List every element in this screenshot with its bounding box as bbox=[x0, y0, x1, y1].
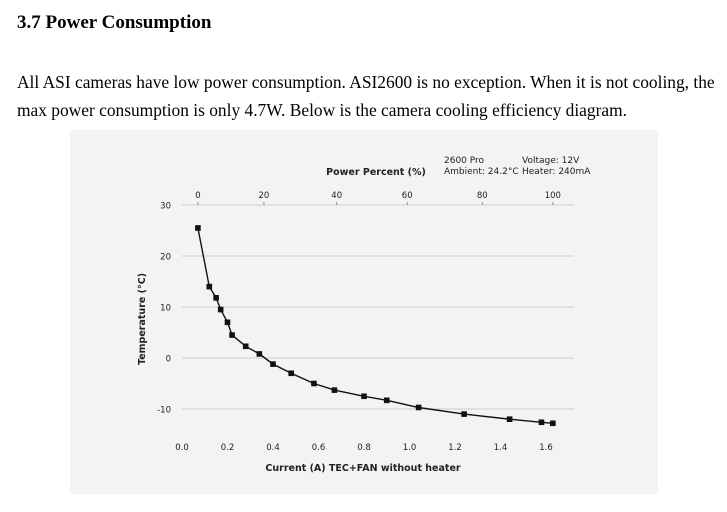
data-point-marker bbox=[461, 411, 467, 417]
top-axis-title: Power Percent (%) bbox=[326, 167, 426, 178]
section-heading: 3.7 Power Consumption bbox=[17, 12, 212, 33]
data-point-marker bbox=[213, 295, 219, 301]
annotation-heater: Heater: 240mA bbox=[522, 167, 591, 177]
data-point-marker bbox=[224, 319, 231, 326]
y-axis-label: Temperature (°C) bbox=[137, 273, 148, 365]
x-tick-label: 1.0 bbox=[403, 443, 417, 453]
top-tick-label: 20 bbox=[258, 191, 269, 201]
data-point-marker bbox=[242, 343, 249, 350]
top-tick-label: 60 bbox=[402, 191, 413, 201]
data-point-marker bbox=[288, 370, 294, 377]
x-tick-label: 0.4 bbox=[266, 443, 280, 453]
data-point-marker bbox=[229, 332, 235, 338]
x-tick-label: 1.2 bbox=[448, 443, 462, 453]
data-point-marker bbox=[195, 225, 201, 231]
paragraph-line-2: max power consumption is only 4.7W. Belo… bbox=[17, 100, 627, 120]
top-tick-label: 40 bbox=[331, 191, 342, 201]
data-point-marker bbox=[550, 420, 556, 427]
cooling-efficiency-chart: 30 20 10 0 -10 0.0 0.2 0.4 0.6 0.8 1.0 1.2 1.4 1.6 0 20… bbox=[70, 130, 658, 494]
data-point-marker bbox=[538, 419, 545, 426]
top-tick-label: 0 bbox=[195, 191, 200, 201]
y-tick-label: -10 bbox=[157, 406, 171, 416]
x-tick-label: 0.2 bbox=[221, 443, 235, 453]
y-tick-label: 20 bbox=[160, 253, 171, 263]
top-tick-label: 80 bbox=[477, 191, 488, 201]
x-tick-label: 1.4 bbox=[494, 443, 508, 453]
data-point-marker bbox=[361, 393, 367, 400]
x-tick-label: 0.6 bbox=[312, 443, 326, 453]
data-point-marker bbox=[415, 404, 422, 411]
paragraph-line-1: All ASI cameras have low power consumpti… bbox=[17, 72, 715, 92]
y-tick-label: 0 bbox=[166, 355, 171, 365]
series-line bbox=[197, 227, 553, 424]
data-point-marker bbox=[311, 380, 317, 387]
data-point-marker bbox=[331, 387, 338, 393]
x-axis-label: Current (A) TEC+FAN without heater bbox=[265, 463, 460, 474]
x-tick-label: 0.0 bbox=[175, 443, 189, 453]
annotation-voltage: Voltage: 12V bbox=[522, 156, 580, 166]
y-tick-label: 30 bbox=[160, 202, 171, 212]
data-point-marker bbox=[206, 283, 213, 290]
top-tick-label: 100 bbox=[545, 191, 561, 201]
annotation-model: 2600 Pro bbox=[444, 156, 485, 166]
data-point-marker bbox=[217, 306, 224, 313]
y-tick-label: 10 bbox=[160, 304, 171, 314]
x-tick-label: 0.8 bbox=[357, 443, 371, 453]
data-point-marker bbox=[383, 397, 390, 404]
data-point-marker bbox=[270, 361, 276, 367]
x-tick-label: 1.6 bbox=[539, 443, 553, 453]
annotation-ambient: Ambient: 24.2°C bbox=[444, 167, 519, 177]
data-point-marker bbox=[506, 416, 513, 422]
data-point-marker bbox=[256, 351, 263, 357]
section-paragraph: All ASI cameras have low power consumpti… bbox=[17, 68, 722, 124]
